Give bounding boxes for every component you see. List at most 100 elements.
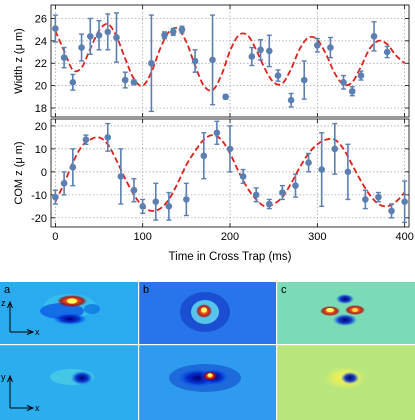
marker	[161, 31, 168, 39]
data-point	[265, 34, 273, 68]
marker	[357, 72, 365, 79]
marker	[60, 180, 68, 187]
marker	[178, 26, 186, 33]
data-point	[239, 168, 247, 185]
marker	[252, 191, 260, 199]
panel-b-bottom	[139, 345, 276, 420]
x-tick-label: 200	[221, 231, 239, 243]
marker	[78, 44, 85, 51]
marker	[226, 145, 234, 153]
marker	[152, 198, 160, 206]
marker	[213, 129, 221, 137]
com-plot-xlabel: Time in Cross Trap (ms)	[169, 251, 292, 263]
marker	[104, 134, 112, 141]
data-point	[340, 74, 347, 90]
data-point	[95, 19, 103, 51]
marker	[139, 203, 146, 210]
data-point	[222, 93, 229, 101]
data-point	[169, 27, 177, 36]
data-point	[213, 120, 221, 145]
marker	[383, 48, 391, 56]
data-point	[191, 49, 199, 73]
data-point	[287, 92, 295, 108]
data-point	[152, 182, 160, 221]
marker	[104, 28, 112, 36]
y-tick-label: 24	[35, 36, 47, 48]
data-point	[86, 17, 94, 55]
marker	[52, 193, 59, 201]
data-point	[69, 148, 77, 187]
marker	[344, 168, 352, 176]
marker	[292, 182, 299, 189]
data-point	[305, 152, 312, 173]
panel-b-top	[139, 282, 276, 344]
marker	[191, 57, 199, 65]
y-tick-label: 10	[35, 144, 47, 156]
data-point	[344, 143, 352, 201]
marker	[314, 42, 321, 49]
width-data-points	[52, 12, 391, 113]
marker	[348, 87, 356, 95]
marker	[95, 31, 103, 39]
marker	[305, 159, 312, 166]
data-point	[318, 132, 325, 208]
marker	[265, 200, 273, 208]
axis-label-y: y	[1, 372, 6, 382]
marker	[375, 193, 382, 201]
data-point	[279, 184, 286, 201]
data-point	[104, 122, 112, 152]
marker	[248, 53, 256, 60]
data-point	[331, 122, 339, 175]
data-point	[178, 25, 186, 34]
marker	[362, 196, 369, 203]
data-point	[60, 46, 68, 69]
axes-indicator-bottom	[7, 374, 35, 411]
marker	[113, 34, 120, 41]
marker	[300, 76, 308, 84]
com-plot-x-ticks	[54, 119, 406, 227]
marker	[239, 173, 247, 180]
data-point	[69, 73, 77, 91]
data-point	[60, 171, 68, 196]
width-plot-ylabel: Width z (μ m)	[13, 28, 25, 94]
marker	[401, 198, 408, 206]
marker	[327, 44, 334, 51]
data-point	[130, 78, 138, 86]
data-point	[314, 37, 321, 53]
panel-c-top	[277, 282, 415, 344]
y-tick-label: -10	[31, 190, 47, 202]
marker	[209, 56, 216, 64]
data-point	[362, 189, 369, 210]
width-fit-curve	[54, 23, 406, 92]
marker	[183, 196, 190, 203]
panel-label-b: b	[143, 284, 149, 296]
marker	[265, 47, 273, 55]
marker	[200, 152, 208, 160]
marker	[69, 163, 77, 171]
panel-label-c: c	[281, 284, 287, 296]
data-point	[165, 191, 173, 221]
marker	[69, 78, 77, 86]
data-point	[383, 45, 391, 59]
data-point	[209, 14, 216, 106]
data-point	[130, 178, 138, 203]
x-tick-label: 400	[395, 231, 413, 243]
data-point	[121, 71, 129, 89]
width-plot: 18 20 22 24 26 Width z (μ m)	[13, 4, 410, 118]
marker	[86, 33, 94, 40]
marker	[274, 72, 282, 79]
com-plot: -20 -10 0 10 20 0 100 200 300 400 COM z (μ m) Ti…	[13, 118, 414, 263]
y-tick-label: 22	[35, 58, 47, 70]
marker	[117, 173, 125, 180]
panel-c-bottom	[277, 345, 415, 420]
width-plot-x-ticks	[54, 5, 406, 117]
data-point	[148, 14, 155, 113]
data-point	[226, 125, 234, 173]
axes-indicator-top	[7, 300, 35, 335]
axis-label-z: z	[1, 298, 6, 308]
data-point	[257, 39, 264, 61]
data-point	[78, 33, 85, 62]
data-point	[388, 203, 395, 219]
marker	[318, 166, 325, 173]
x-tick-label: 300	[308, 231, 326, 243]
